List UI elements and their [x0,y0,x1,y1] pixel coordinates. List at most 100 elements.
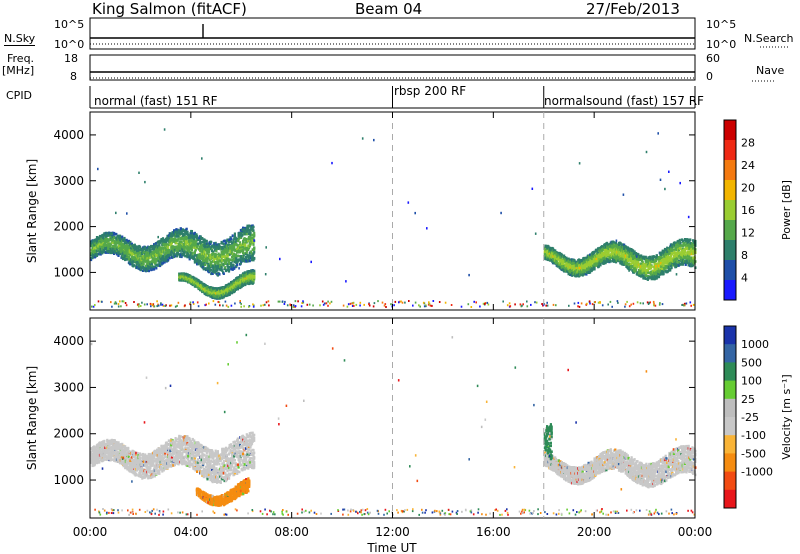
data-cell [577,272,581,276]
data-cell [191,255,194,258]
data-cell [560,253,563,257]
data-cell [631,251,634,255]
data-cell [230,291,234,295]
data-cell [124,258,127,262]
data-cell [156,251,159,254]
data-cell [95,249,99,253]
data-cell [226,251,229,255]
data-cell [637,260,640,264]
data-cell [123,239,126,242]
data-cell [591,256,594,260]
data-cell [224,239,227,243]
data-cell [176,239,179,242]
data-cell [600,259,603,262]
data-cell [570,269,573,272]
data-cell [246,229,249,233]
data-cell [211,272,214,275]
data-cell [184,250,187,253]
data-cell [203,258,206,262]
data-cell [579,266,582,270]
nsky-panel-frame [89,17,696,50]
data-cell [168,248,171,252]
data-cell [221,259,224,262]
data-cell [605,255,608,258]
data-cell [236,247,239,251]
data-cell [179,253,182,257]
data-cell [253,233,256,237]
data-cell [98,234,102,238]
data-cell [558,259,561,263]
data-cell [217,252,220,256]
data-cell [629,262,632,265]
data-cell [135,247,138,251]
data-cell [585,273,588,276]
data-cell [249,234,252,237]
data-cell [201,264,204,267]
data-cell [167,245,170,248]
data-cell [179,242,182,246]
data-cell [606,243,609,247]
data-cell [174,245,177,249]
data-cell [242,275,245,279]
data-cell [590,265,593,269]
data-cell [612,246,615,250]
data-cell [152,260,155,264]
data-cell [129,262,132,266]
data-cell [155,242,158,245]
data-cell [147,260,150,264]
data-cell [252,252,255,256]
data-cell [586,269,589,272]
data-cell [176,232,179,236]
data-cell [180,232,183,235]
data-cell [632,259,635,262]
data-cell [245,256,248,259]
data-cell [104,242,107,245]
data-cell [575,260,578,264]
data-cell [598,255,601,258]
data-cell [607,250,610,253]
data-cell [149,249,152,252]
data-cell [124,251,127,255]
data-cell [244,243,247,246]
data-cell [623,263,626,266]
data-cell [627,259,630,262]
data-cell [211,260,214,263]
data-cell [189,256,192,259]
data-cell [116,241,119,245]
data-cell [127,252,130,255]
data-cell [248,244,251,248]
data-cell [608,243,611,246]
data-cell [227,285,231,288]
data-cell [604,246,607,249]
data-cell [108,242,111,245]
data-cell [137,252,140,256]
data-cell [107,247,110,250]
data-cell [158,263,161,266]
data-cell [161,238,164,242]
data-cell [239,250,242,254]
data-cell [239,286,242,289]
data-cell [248,259,251,263]
cpid-label: CPID [6,89,33,102]
data-cell [190,245,193,249]
data-cell [242,226,245,230]
data-cell [243,237,246,240]
data-cell [141,260,145,264]
data-cell [196,260,199,264]
data-cell [241,228,244,231]
data-cell [240,285,243,289]
freq-panel-frame [89,54,696,81]
data-cell [227,270,231,273]
data-cell [131,244,134,247]
data-cell [147,258,150,262]
data-cell [236,286,239,290]
data-cell [140,247,143,251]
data-cell [187,239,191,243]
data-cell [253,276,256,279]
data-cell [177,229,180,232]
data-cell [111,241,114,244]
data-cell [184,243,188,246]
data-cell [242,242,245,245]
data-cell [239,274,242,277]
data-cell [247,228,251,232]
